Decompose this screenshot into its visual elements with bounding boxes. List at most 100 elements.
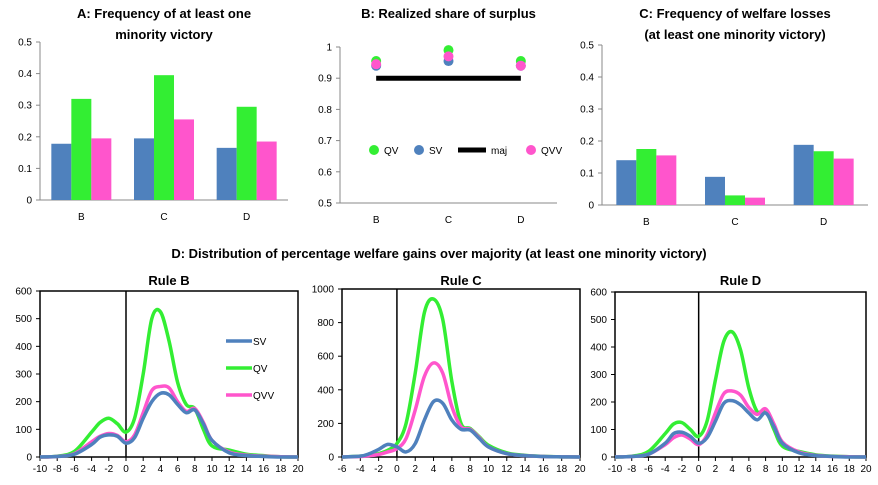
- chart-title: C: Frequency of welfare losses: [639, 6, 830, 21]
- y-tick-label: 0: [328, 453, 334, 464]
- bar-qv: [636, 149, 657, 205]
- bar-sv: [705, 176, 725, 205]
- x-tick-label: 2: [140, 464, 146, 475]
- y-tick-label: 0.6: [318, 167, 332, 178]
- x-tick-label: 0: [394, 464, 400, 475]
- bar-qvv: [256, 141, 277, 200]
- x-tick-label: 0: [696, 464, 702, 475]
- bar-sv: [51, 143, 72, 200]
- legend-swatch-sv: [414, 145, 424, 155]
- y-tick-label: 400: [590, 343, 607, 354]
- x-tick-label: 8: [763, 464, 769, 475]
- point-qvv: [515, 60, 526, 71]
- y-tick-label: 0: [601, 453, 607, 464]
- y-tick-label: 600: [15, 287, 32, 298]
- y-tick-label: 300: [15, 370, 32, 381]
- bar-qv: [154, 75, 174, 200]
- y-tick-label: 100: [590, 425, 607, 436]
- x-tick-label: -4: [661, 464, 670, 475]
- bar-qv: [71, 98, 92, 200]
- x-tick-label: 12: [794, 464, 806, 475]
- y-tick-label: 0.4: [18, 69, 32, 80]
- x-tick-label: 20: [292, 464, 304, 475]
- x-tick-label: -2: [374, 464, 383, 475]
- plot-frame: [341, 288, 581, 458]
- x-tick-label: 18: [556, 464, 568, 475]
- y-tick-label: 200: [15, 397, 32, 408]
- legend-label-qvv: QVV: [541, 146, 562, 157]
- y-tick-label: 0.2: [580, 137, 594, 148]
- x-tick-label: -6: [338, 464, 347, 475]
- bar-sv: [793, 144, 814, 205]
- y-tick-label: 0.3: [18, 101, 32, 112]
- bar-qv: [725, 195, 745, 205]
- x-tick-label: 18: [844, 464, 856, 475]
- x-tick-label: 2: [713, 464, 719, 475]
- series-line-qv: [341, 297, 581, 459]
- legend-swatch-qvv: [526, 145, 536, 155]
- y-tick-label: 1: [326, 43, 332, 54]
- y-tick-label: 1000: [312, 285, 335, 296]
- y-tick-label: 500: [590, 315, 607, 326]
- bar-qvv: [91, 138, 112, 200]
- x-tick-label: D: [820, 217, 827, 228]
- chart-title: B: Realized share of surplus: [361, 6, 536, 21]
- x-tick-label: D: [243, 212, 250, 223]
- x-tick-label: -4: [87, 464, 96, 475]
- x-tick-label: 2: [412, 464, 418, 475]
- x-tick-label: 6: [175, 464, 181, 475]
- y-tick-label: 0.1: [18, 164, 32, 175]
- legend-label-maj: maj: [491, 146, 507, 157]
- y-tick-label: 600: [317, 352, 334, 363]
- x-tick-label: 8: [467, 464, 473, 475]
- x-tick-label: 14: [241, 464, 253, 475]
- x-tick-label: C: [445, 215, 452, 226]
- y-tick-label: 0: [588, 201, 594, 212]
- x-tick-label: 14: [520, 464, 532, 475]
- y-tick-label: 300: [590, 370, 607, 381]
- x-tick-label: -2: [104, 464, 113, 475]
- legend-label-sv: SV: [429, 146, 443, 157]
- x-tick-label: -8: [53, 464, 62, 475]
- x-tick-label: 18: [275, 464, 287, 475]
- chart-title: (at least one minority victory): [644, 27, 825, 42]
- x-tick-label: 16: [258, 464, 270, 475]
- y-tick-label: 0.9: [318, 74, 332, 85]
- x-tick-label: 6: [449, 464, 455, 475]
- x-tick-label: 8: [192, 464, 198, 475]
- chart-title: Rule D: [720, 273, 761, 288]
- x-tick-label: C: [731, 217, 738, 228]
- chart-dc: Rule C 0 200 400 600 800 1000 -6 -4 -2 0 2 4 6 8 10 12 14…: [312, 273, 586, 475]
- point-qvv: [443, 51, 454, 62]
- bar-qvv: [174, 119, 194, 200]
- bar-sv: [216, 147, 237, 200]
- y-tick-label: 500: [15, 314, 32, 325]
- plot-frame: [614, 291, 867, 458]
- y-tick-label: 100: [15, 425, 32, 436]
- y-tick-label: 0.1: [580, 169, 594, 180]
- bar-sv: [134, 138, 154, 200]
- bar-sv: [616, 160, 637, 205]
- x-tick-label: 4: [729, 464, 735, 475]
- bar-qvv: [833, 158, 854, 205]
- series-line-qv: [39, 307, 299, 459]
- y-tick-label: 200: [590, 398, 607, 409]
- x-tick-label: 0: [123, 464, 129, 475]
- x-tick-label: -6: [644, 464, 653, 475]
- chart-b: B: Realized share of surplus 0.5 0.6 0.7 0.8…: [318, 6, 562, 226]
- y-tick-label: 0.3: [580, 105, 594, 116]
- legend-label-qv: QV: [384, 146, 399, 157]
- legend-swatch-qv: [369, 145, 379, 155]
- y-tick-label: 400: [15, 342, 32, 353]
- legend-label-qv: QV: [253, 364, 268, 375]
- legend: SV QV QVV: [226, 337, 274, 402]
- x-tick-label: C: [160, 212, 167, 223]
- x-tick-label: B: [373, 215, 380, 226]
- y-tick-label: 0: [26, 196, 32, 207]
- x-tick-label: 10: [777, 464, 789, 475]
- chart-a: A: Frequency of at least one minority vic…: [18, 6, 288, 223]
- x-tick-label: 4: [431, 464, 437, 475]
